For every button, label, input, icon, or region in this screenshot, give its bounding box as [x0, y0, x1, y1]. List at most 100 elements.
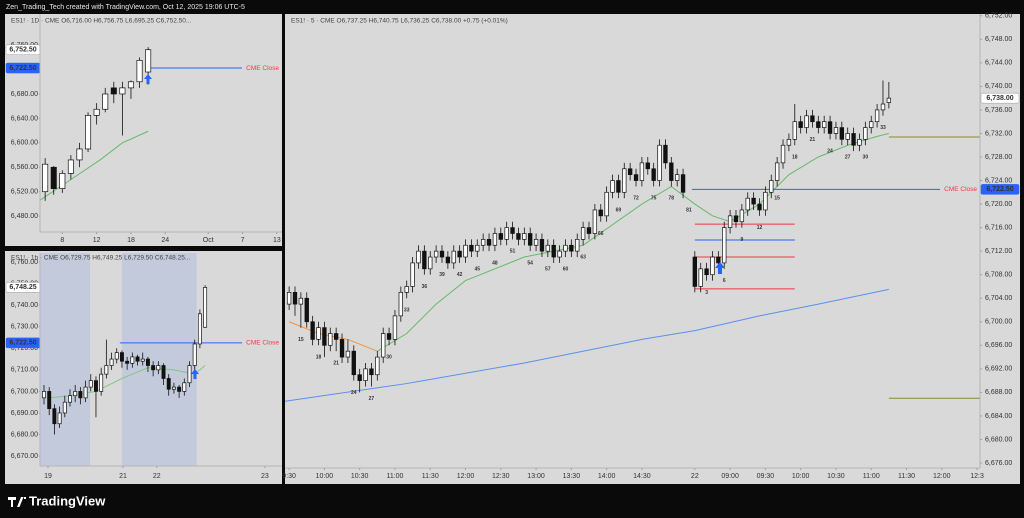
candle-body — [610, 180, 615, 193]
bar-count: 24 — [351, 390, 357, 396]
candle-body — [292, 291, 298, 305]
candle-body — [156, 365, 161, 371]
x-tick-label: 12 — [93, 237, 101, 244]
candle-body — [76, 148, 83, 161]
panel-title: ES1! · 1D · CME O6,716.00 H6,756.75 L6,6… — [11, 18, 191, 25]
x-tick-label: 22 — [153, 473, 161, 480]
x-tick-label: 13:00 — [527, 473, 545, 480]
candle-body — [428, 256, 433, 270]
y-tick-label: 6,696.00 — [985, 342, 1012, 349]
candle-body — [151, 365, 156, 371]
bar-count: 36 — [422, 284, 428, 290]
candle-body — [733, 215, 739, 223]
x-tick-label: 23 — [261, 473, 269, 480]
candle-body — [727, 215, 733, 228]
candle-body — [816, 121, 821, 128]
candle-body — [166, 378, 171, 390]
candle-body — [704, 268, 709, 276]
candle-body — [140, 358, 145, 362]
candle-body — [627, 168, 633, 176]
price-label-box — [980, 92, 1020, 104]
bar-count: 33 — [404, 308, 410, 314]
y-tick-label: 6,724.00 — [985, 177, 1012, 184]
price-label: 6,722.50 — [9, 340, 36, 347]
x-tick-label: Oct — [203, 237, 214, 244]
candle-body — [463, 244, 468, 258]
candle-body — [792, 121, 797, 140]
candle-body — [310, 321, 315, 340]
candle-body — [839, 127, 844, 140]
price-label: 6,738.00 — [986, 95, 1013, 102]
y-tick-label: 6,740.00 — [985, 83, 1012, 90]
candle-body — [745, 197, 750, 211]
bar-count: 12 — [757, 225, 763, 231]
candle-body — [845, 133, 850, 140]
moving-average — [288, 321, 378, 352]
candle-body — [145, 49, 152, 73]
candle-body — [145, 358, 150, 366]
y-tick-label: 6,680.00 — [985, 436, 1012, 443]
candle-body — [62, 401, 67, 414]
candle-body — [657, 144, 662, 181]
candle-body — [339, 339, 345, 358]
candle-body — [516, 233, 521, 240]
bar-count: 57 — [545, 266, 551, 272]
panel-background — [5, 14, 282, 246]
candle-body — [59, 173, 66, 189]
candle-body — [774, 162, 780, 181]
bar-count: 27 — [369, 396, 375, 402]
x-tick-label: 14:00 — [598, 473, 616, 480]
bar-count: 15 — [298, 337, 304, 343]
candle-body — [469, 244, 474, 252]
candle-body — [83, 386, 88, 399]
candle-body — [710, 256, 715, 276]
bar-count: 30 — [386, 355, 392, 361]
bar-count: 39 — [439, 272, 445, 278]
candle-body — [410, 262, 415, 287]
y-tick-label: 6,712.00 — [985, 248, 1012, 255]
x-tick-label: 13 — [273, 237, 281, 244]
candle-body — [136, 60, 143, 83]
candle-body — [119, 87, 126, 95]
candle-body — [692, 256, 697, 287]
candle-body — [863, 127, 868, 140]
y-tick-label: 6,680.00 — [11, 431, 38, 438]
candle-body — [392, 315, 398, 340]
signal-arrow — [144, 74, 152, 84]
candle-body — [645, 162, 650, 170]
x-tick-label: 12:30 — [492, 473, 510, 480]
candle-body — [381, 333, 386, 358]
x-tick-label: 13:30 — [563, 473, 581, 480]
y-tick-label: 6,748.00 — [985, 36, 1012, 43]
candle-body — [351, 350, 356, 376]
candle-body — [604, 191, 609, 217]
y-tick-label: 6,720.00 — [985, 201, 1012, 208]
candle-body — [416, 250, 421, 264]
bar-count: 15 — [774, 196, 780, 202]
candle-body — [404, 286, 409, 293]
y-tick-label: 6,708.00 — [985, 272, 1012, 279]
candle-body — [78, 391, 83, 399]
bar-count: 81 — [686, 208, 692, 214]
candle-body — [94, 380, 98, 392]
x-tick-label: 22 — [691, 473, 699, 480]
candle-body — [182, 382, 187, 392]
candle-body — [171, 386, 176, 390]
candle-body — [880, 103, 886, 111]
candle-body — [68, 395, 72, 403]
x-tick-label: 12:00 — [933, 473, 951, 480]
bar-count: 63 — [580, 255, 586, 261]
candle-body — [73, 391, 78, 397]
y-tick-label: 6,684.00 — [985, 413, 1012, 420]
candle-body — [135, 356, 140, 362]
candle-body — [822, 121, 827, 128]
bar-count: 66 — [598, 231, 604, 237]
candle-body — [739, 209, 745, 223]
candle-body — [127, 81, 134, 89]
panel-title: ES1! · 5 · CME O6,737.25 H6,740.75 L6,73… — [291, 18, 508, 25]
candle-body — [804, 115, 809, 128]
x-tick-label: 11:30 — [422, 473, 439, 480]
candle-body — [763, 191, 768, 211]
bar-count: 45 — [474, 266, 480, 272]
x-tick-label: 10:00 — [316, 473, 334, 480]
